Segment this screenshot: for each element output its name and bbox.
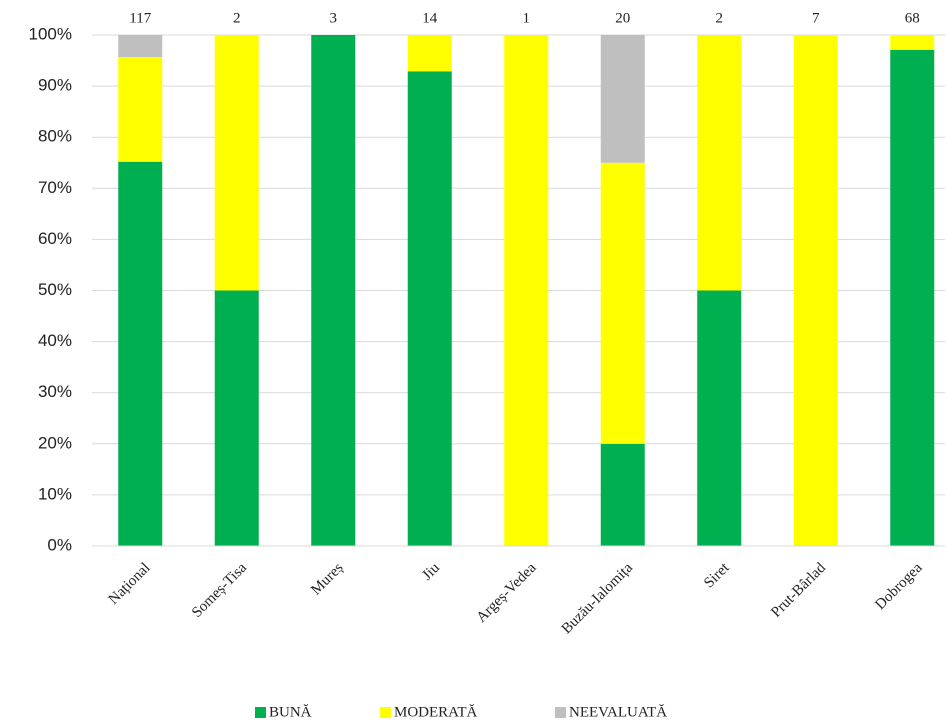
x-tick-label: Someș-Tisa bbox=[189, 560, 250, 621]
bar-segment bbox=[118, 161, 163, 546]
legend-label: MODERATĂ bbox=[394, 703, 478, 720]
legend-label: NEEVALUATĂ bbox=[569, 703, 667, 720]
x-tick-label: Mureș bbox=[308, 560, 347, 599]
y-tick-label: 100% bbox=[29, 24, 72, 43]
count-label: 2 bbox=[233, 10, 241, 26]
y-tick-label: 20% bbox=[38, 433, 72, 452]
count-label: 68 bbox=[905, 10, 920, 26]
x-tick-label: Argeș-Vedea bbox=[474, 560, 540, 626]
x-tick-label: Buzău-Ialomița bbox=[559, 560, 637, 638]
legend-swatch bbox=[555, 707, 566, 718]
count-label: 1 bbox=[523, 10, 531, 26]
bar-segment bbox=[214, 35, 259, 291]
legend-label: BUNĂ bbox=[269, 703, 312, 720]
bar-segment bbox=[600, 443, 645, 546]
x-tick-label: Jiu bbox=[419, 560, 443, 584]
bar-segment bbox=[600, 35, 645, 163]
y-tick-label: 40% bbox=[38, 331, 72, 350]
y-tick-label: 80% bbox=[38, 127, 72, 146]
bar-segment bbox=[890, 35, 935, 50]
bar-segment bbox=[407, 71, 452, 546]
bar-segment bbox=[118, 56, 163, 162]
count-label: 3 bbox=[330, 10, 338, 26]
bar-segment bbox=[118, 35, 163, 57]
y-tick-label: 70% bbox=[38, 178, 72, 197]
x-tick-label: Siret bbox=[701, 559, 733, 591]
bar-segment bbox=[890, 49, 935, 546]
x-tick-label: Prut-Bârlad bbox=[768, 560, 829, 621]
count-label: 20 bbox=[615, 10, 630, 26]
y-tick-label: 0% bbox=[47, 535, 72, 554]
y-tick-label: 50% bbox=[38, 280, 72, 299]
y-tick-label: 90% bbox=[38, 76, 72, 95]
x-tick-label: Dobrogea bbox=[872, 560, 925, 613]
bar-segment bbox=[311, 35, 356, 546]
y-tick-label: 30% bbox=[38, 382, 72, 401]
count-label: 2 bbox=[716, 10, 724, 26]
bar-segment bbox=[214, 290, 259, 546]
bar-segment bbox=[407, 35, 452, 72]
count-label: 117 bbox=[129, 10, 151, 26]
bar-segment bbox=[600, 162, 645, 444]
bar-segment bbox=[697, 35, 742, 291]
bar-segment bbox=[697, 290, 742, 546]
bar-segment bbox=[793, 35, 838, 546]
legend-swatch bbox=[380, 707, 391, 718]
y-tick-label: 60% bbox=[38, 229, 72, 248]
legend-swatch bbox=[255, 707, 266, 718]
y-tick-label: 10% bbox=[38, 484, 72, 503]
count-label: 7 bbox=[812, 10, 820, 26]
bar-segment bbox=[504, 35, 549, 546]
count-label: 14 bbox=[422, 10, 438, 26]
x-tick-label: Național bbox=[106, 560, 154, 608]
